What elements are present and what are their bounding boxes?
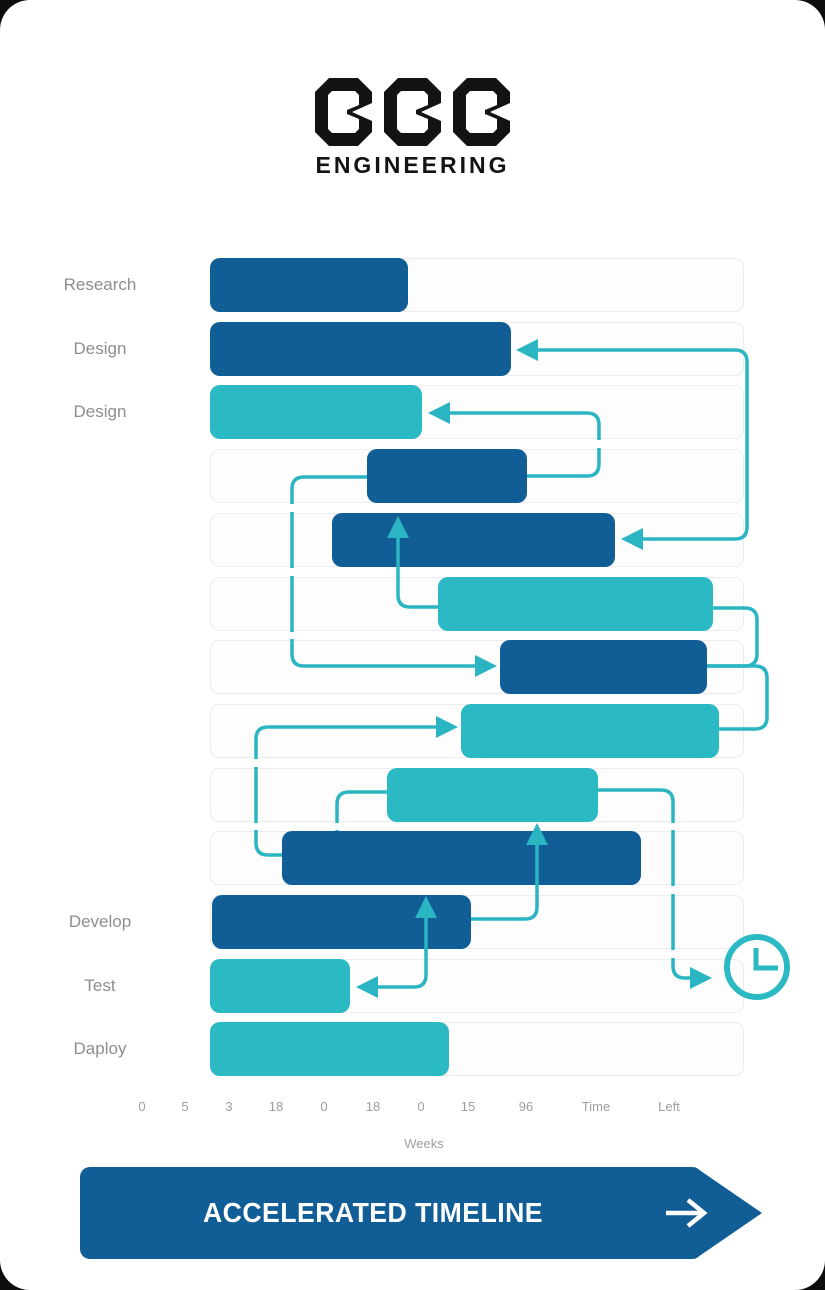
axis-tick-3: 18 [268,1099,284,1114]
task-bar-row-4 [367,449,527,503]
axis-tick-4: 0 [320,1099,328,1114]
task-bar-row-13-daploy [210,1022,449,1076]
row-gap [210,950,742,958]
task-bar-row-3-design [210,385,422,439]
axis-tick-9: Time [581,1099,611,1114]
task-bar-row-8 [461,704,719,758]
task-bar-row-5 [332,513,615,567]
axis-tick-8: 96 [518,1099,534,1114]
axis-unit-label: Weeks [404,1136,444,1151]
accelerated-timeline-banner[interactable] [80,1167,702,1259]
axis-tick-10: Left [658,1099,680,1114]
task-bar-row-10 [282,831,641,885]
row-gap [210,313,742,321]
row-gap [210,886,742,894]
row-gap [210,695,742,703]
axis-tick-2: 3 [225,1099,233,1114]
row-gap [210,377,742,384]
row-label-test: Test [84,976,116,995]
logo-subtext: ENGINEERING [315,152,510,178]
row-label-design: Design [73,339,127,358]
row-label-research: Research [63,275,137,294]
logo: CCC ENGINEERING [0,78,825,179]
task-bar-row-9 [387,768,598,822]
row-label-design: Design [73,402,127,421]
row-gap [210,1014,742,1021]
axis-tick-7: 15 [460,1099,476,1114]
row-label-daploy: Daploy [73,1039,127,1058]
task-bar-row-11-develop [212,895,471,949]
axis-tick-6: 0 [417,1099,425,1114]
axis-tick-1: 5 [181,1099,189,1114]
row-label-develop: Develop [68,912,132,931]
row-gap [210,632,742,639]
task-bar-row-12-test [210,959,350,1013]
task-bar-row-1-research [210,258,408,312]
task-bar-row-2-design [210,322,511,376]
row-gap [210,823,742,830]
row-gap [210,759,742,767]
axis-tick-0: 0 [138,1099,146,1114]
banner-arrow-tip [695,1167,762,1259]
axis-tick-5: 18 [365,1099,381,1114]
row-gap [210,440,742,448]
banner-label: ACCELERATED TIMELINE [202,1197,544,1228]
task-bar-row-7 [500,640,707,694]
task-bar-row-6 [438,577,713,631]
row-gap [210,568,742,576]
row-gap [210,504,742,512]
